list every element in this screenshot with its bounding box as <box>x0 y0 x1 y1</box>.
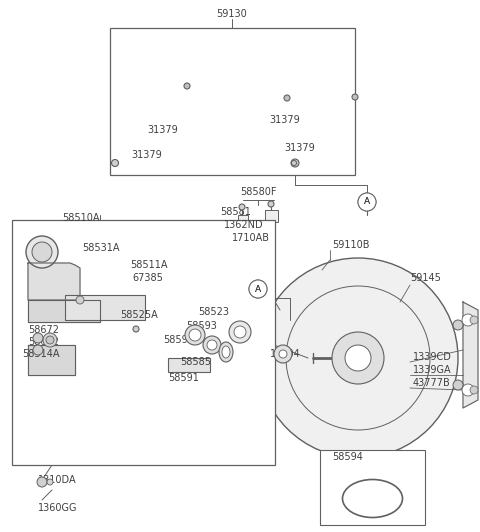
Circle shape <box>33 345 43 355</box>
Text: 67385: 67385 <box>132 273 163 283</box>
Polygon shape <box>28 300 100 322</box>
Circle shape <box>352 94 358 100</box>
Circle shape <box>46 336 54 344</box>
Circle shape <box>47 479 53 485</box>
Circle shape <box>279 350 287 358</box>
Text: 31379: 31379 <box>132 150 162 160</box>
Ellipse shape <box>219 342 233 362</box>
Text: 1710AB: 1710AB <box>232 233 270 243</box>
Circle shape <box>249 280 267 298</box>
Bar <box>168 358 210 372</box>
Text: 58531A: 58531A <box>82 243 120 253</box>
Text: 17104: 17104 <box>270 349 301 359</box>
Circle shape <box>284 95 290 101</box>
Circle shape <box>345 345 371 371</box>
Polygon shape <box>28 263 80 300</box>
Text: 43777B: 43777B <box>413 378 451 388</box>
Circle shape <box>229 321 251 343</box>
Circle shape <box>462 384 474 396</box>
Circle shape <box>37 477 47 487</box>
Text: 58580F: 58580F <box>240 187 276 197</box>
Text: 31379: 31379 <box>148 125 179 135</box>
Circle shape <box>291 159 299 167</box>
Circle shape <box>358 193 376 211</box>
Text: 58510A: 58510A <box>62 213 99 223</box>
Text: A: A <box>255 285 261 294</box>
Circle shape <box>43 333 57 347</box>
Circle shape <box>453 380 463 390</box>
Bar <box>110 28 355 175</box>
Text: 59130: 59130 <box>216 9 247 19</box>
Circle shape <box>258 258 458 458</box>
Text: 58591: 58591 <box>168 373 199 383</box>
Circle shape <box>185 325 205 345</box>
Text: 31379: 31379 <box>285 143 315 153</box>
Circle shape <box>462 314 474 326</box>
Text: 58514A: 58514A <box>22 349 60 359</box>
Circle shape <box>274 345 292 363</box>
Text: 58581: 58581 <box>220 207 251 217</box>
Circle shape <box>234 326 246 338</box>
Text: 1310DA: 1310DA <box>38 475 77 485</box>
Text: 1362ND: 1362ND <box>224 220 264 230</box>
Text: A: A <box>364 197 370 206</box>
Text: 58672: 58672 <box>28 337 59 347</box>
Text: 58511A: 58511A <box>130 260 168 270</box>
Ellipse shape <box>222 346 230 358</box>
Text: 58592: 58592 <box>163 335 194 345</box>
Circle shape <box>470 316 478 324</box>
Circle shape <box>32 242 52 262</box>
Circle shape <box>249 280 267 298</box>
Text: 1339GA: 1339GA <box>413 365 452 375</box>
Text: 1360GG: 1360GG <box>38 503 77 513</box>
Polygon shape <box>463 302 478 408</box>
Text: 59110B: 59110B <box>332 240 370 250</box>
Circle shape <box>268 201 274 207</box>
Text: A: A <box>364 197 370 206</box>
Bar <box>320 450 425 525</box>
Bar <box>12 220 275 465</box>
Circle shape <box>207 340 217 350</box>
Circle shape <box>470 386 478 394</box>
Text: 1339CD: 1339CD <box>413 352 452 362</box>
Text: 58523: 58523 <box>198 307 229 317</box>
Circle shape <box>239 204 245 210</box>
Bar <box>65 295 145 320</box>
Circle shape <box>111 160 119 167</box>
Bar <box>265 210 278 222</box>
Text: 58585: 58585 <box>180 357 211 367</box>
Text: 58672: 58672 <box>28 325 59 335</box>
Circle shape <box>291 161 297 165</box>
Text: A: A <box>255 285 261 294</box>
Circle shape <box>33 333 43 343</box>
Circle shape <box>133 326 139 332</box>
Text: 59145: 59145 <box>410 273 441 283</box>
Circle shape <box>184 83 190 89</box>
Circle shape <box>76 296 84 304</box>
Text: 58525A: 58525A <box>120 310 158 320</box>
Circle shape <box>189 329 201 341</box>
Circle shape <box>332 332 384 384</box>
Text: 58594: 58594 <box>332 452 363 462</box>
Text: 31379: 31379 <box>270 115 300 125</box>
Text: 58593: 58593 <box>186 321 217 331</box>
Circle shape <box>203 336 221 354</box>
Bar <box>238 215 248 230</box>
Circle shape <box>26 236 58 268</box>
Circle shape <box>453 320 463 330</box>
Circle shape <box>358 193 376 211</box>
Polygon shape <box>28 345 75 375</box>
